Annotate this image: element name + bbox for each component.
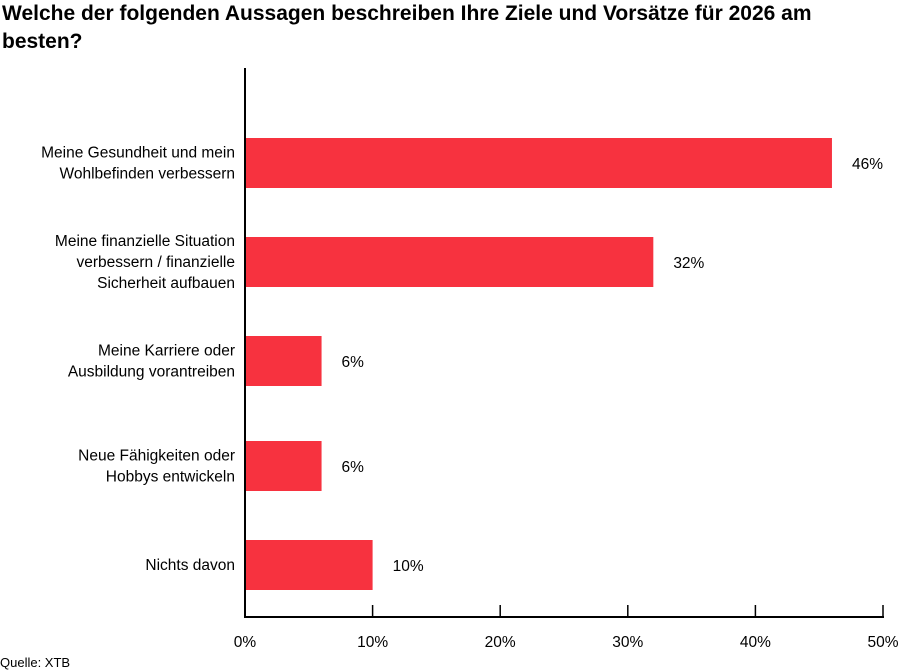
bar — [245, 540, 373, 590]
category-label: Neue Fähigkeiten oder — [78, 448, 235, 465]
value-label: 10% — [393, 558, 424, 575]
x-tick-label: 40% — [740, 634, 771, 651]
x-tick-label: 20% — [485, 634, 516, 651]
bar — [245, 441, 322, 491]
category-label: Hobbys entwickeln — [106, 469, 235, 486]
value-label: 46% — [852, 156, 883, 173]
category-label: verbessern / finanzielle — [76, 254, 235, 271]
category-label: Meine Karriere oder — [98, 343, 235, 360]
category-label: Nichts davon — [145, 557, 235, 574]
bar — [245, 237, 654, 287]
chart-title: Welche der folgenden Aussagen beschreibe… — [2, 2, 812, 53]
value-label: 32% — [673, 255, 704, 272]
value-label: 6% — [342, 354, 365, 371]
value-label: 6% — [342, 459, 365, 476]
category-label: Ausbildung vorantreiben — [68, 364, 235, 381]
category-label: Meine Gesundheit und mein — [41, 145, 235, 162]
bar — [245, 138, 832, 188]
x-tick-label: 50% — [867, 634, 898, 651]
x-tick-label: 0% — [234, 634, 257, 651]
category-label: Meine finanzielle Situation — [55, 233, 235, 250]
x-tick-label: 10% — [357, 634, 388, 651]
category-label: Sicherheit aufbauen — [97, 275, 235, 292]
source-note: Quelle: XTB — [0, 655, 71, 670]
x-tick-label: 30% — [612, 634, 643, 651]
bar — [245, 336, 322, 386]
category-label: Wohlbefinden verbessern — [60, 166, 236, 183]
